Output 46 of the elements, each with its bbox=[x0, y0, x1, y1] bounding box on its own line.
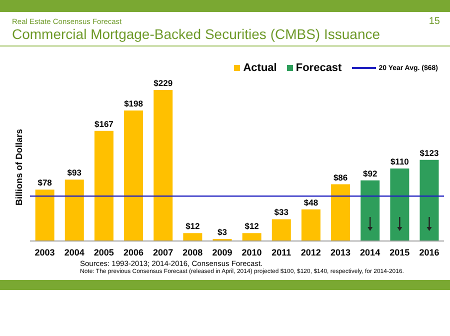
bar bbox=[64, 180, 84, 241]
data-label: $92 bbox=[363, 168, 378, 178]
x-tick-label: 2006 bbox=[123, 247, 144, 258]
data-label: $167 bbox=[94, 118, 114, 129]
chart-title: Commercial Mortgage-Backed Securities (CMBS) Issuance bbox=[12, 26, 380, 42]
x-tick-label: 2013 bbox=[330, 247, 351, 258]
data-label: $123 bbox=[420, 148, 439, 158]
bar bbox=[272, 219, 291, 241]
x-tick-label: 2008 bbox=[182, 247, 203, 258]
x-tick-label: 2004 bbox=[64, 247, 84, 258]
x-tick-label: 2014 bbox=[360, 247, 380, 258]
x-tick-label: 2005 bbox=[94, 247, 114, 258]
x-tick-label: 2009 bbox=[212, 247, 232, 258]
data-label: $110 bbox=[390, 156, 410, 166]
data-label: $12 bbox=[186, 221, 200, 232]
x-tick-label: 2003 bbox=[34, 247, 55, 258]
bar bbox=[183, 233, 202, 241]
bar bbox=[124, 110, 144, 241]
data-label: $93 bbox=[67, 168, 82, 178]
y-axis-title: Billions of Dollars bbox=[14, 128, 24, 206]
x-tick-label: 2016 bbox=[419, 247, 440, 258]
data-label: $78 bbox=[38, 178, 52, 188]
bar bbox=[301, 209, 320, 241]
bar bbox=[360, 180, 380, 241]
bar bbox=[94, 130, 114, 241]
x-tick-label: 2011 bbox=[272, 247, 292, 258]
legend-label: Actual bbox=[242, 62, 277, 74]
data-label: $198 bbox=[124, 98, 144, 108]
data-label: $229 bbox=[154, 78, 173, 88]
x-tick-label: 2010 bbox=[242, 247, 262, 258]
bar bbox=[420, 160, 439, 241]
data-label: $48 bbox=[304, 197, 318, 208]
data-label: $86 bbox=[333, 172, 348, 182]
bar bbox=[154, 90, 173, 241]
bar bbox=[242, 233, 262, 241]
x-tick-label: 2012 bbox=[300, 247, 321, 258]
bar bbox=[35, 190, 54, 241]
bar bbox=[390, 168, 410, 241]
bar bbox=[331, 184, 350, 241]
data-label: $3 bbox=[218, 227, 228, 238]
x-tick-label: 2015 bbox=[390, 247, 410, 258]
x-tick-label: 2007 bbox=[153, 247, 174, 258]
data-label: $33 bbox=[274, 207, 289, 218]
data-label: $12 bbox=[244, 221, 260, 232]
legend-label: Forecast bbox=[294, 62, 342, 74]
text: 15 bbox=[428, 16, 440, 27]
